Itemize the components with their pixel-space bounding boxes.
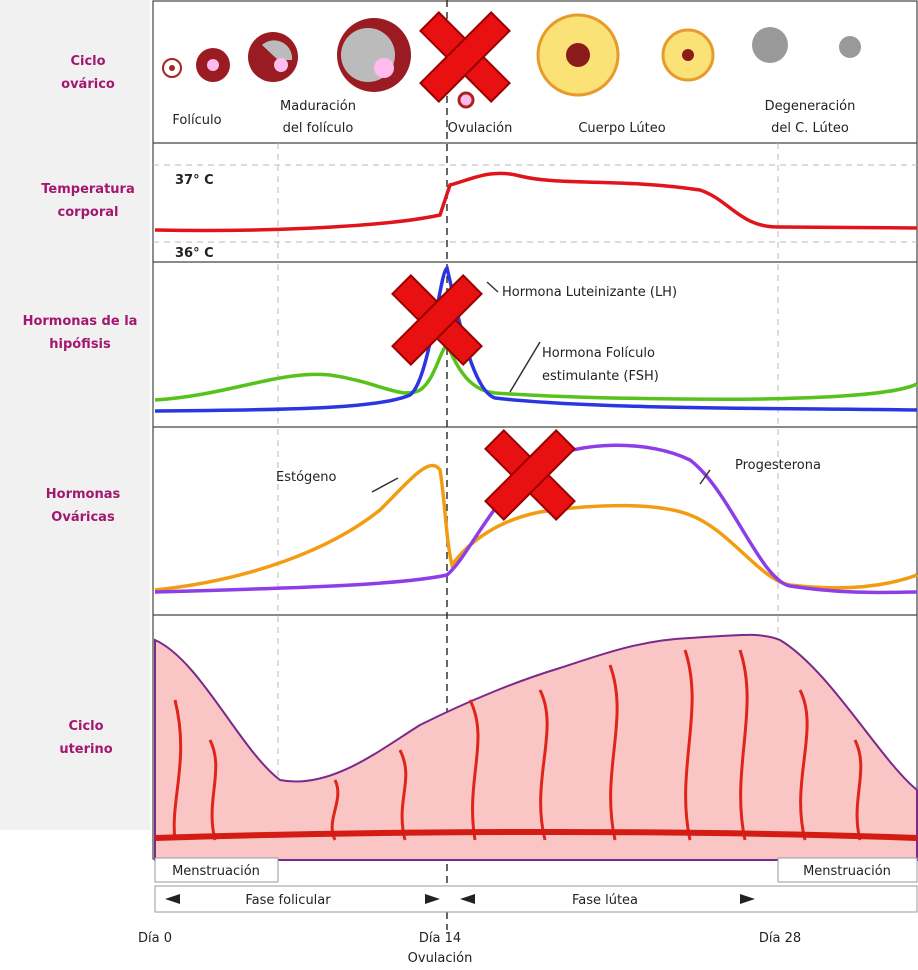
day-label: Día 28 [759, 931, 801, 946]
hormone-label: Estógeno [276, 470, 337, 485]
stage-label: Degeneración del C. Lúteo [765, 99, 856, 136]
stage-label: Cuerpo Lúteo [578, 121, 665, 136]
label-line: uterino [59, 742, 112, 757]
menstrual-cycle-diagram: Ciclo ovárico Temperatura corporal Hormona… [0, 0, 918, 970]
phase-label: Fase lútea [572, 893, 638, 908]
label-line: ovárico [61, 77, 115, 92]
label-line: corporal [58, 205, 119, 220]
ovulation-label: Ovulación [408, 951, 473, 966]
hormone-label: Hormona Folículo estimulante (FSH) [542, 346, 659, 384]
label-line: estimulante (FSH) [542, 369, 659, 384]
stage-label: Maduración del folículo [280, 99, 356, 136]
ovary-drawings [163, 15, 861, 107]
hormone-label: Hormona Luteinizante (LH) [502, 285, 677, 300]
side-panel [0, 0, 150, 830]
phase-label: Fase folicular [245, 893, 331, 908]
hormone-label: Progesterona [735, 458, 821, 473]
label-line: Degeneración [765, 99, 856, 114]
label-line: Temperatura [41, 182, 134, 197]
label-line: Ciclo [68, 719, 103, 734]
label-line: Maduración [280, 99, 356, 114]
day-label: Día 0 [138, 931, 172, 946]
label-line: del folículo [283, 121, 354, 136]
label-line: Hormonas [46, 487, 121, 502]
label-line: Hormona Folículo [542, 346, 655, 361]
day-label: Día 14 [419, 931, 461, 946]
menstruation-label: Menstruación [803, 864, 891, 879]
stage-label: Ovulación [448, 121, 513, 136]
menstruation-label: Menstruación [172, 864, 260, 879]
temperature-mark: 36° C [175, 246, 214, 261]
label-line: Ováricas [51, 510, 115, 525]
temperature-mark: 37° C [175, 173, 214, 188]
label-line: del C. Lúteo [771, 121, 849, 136]
label-line: Ciclo [70, 54, 105, 69]
label-line: Hormonas de la [23, 314, 138, 329]
fsh-curve [155, 345, 917, 400]
stage-label: Folículo [172, 113, 221, 128]
temperature-curve [155, 173, 917, 230]
label-line: hipófisis [49, 337, 111, 352]
